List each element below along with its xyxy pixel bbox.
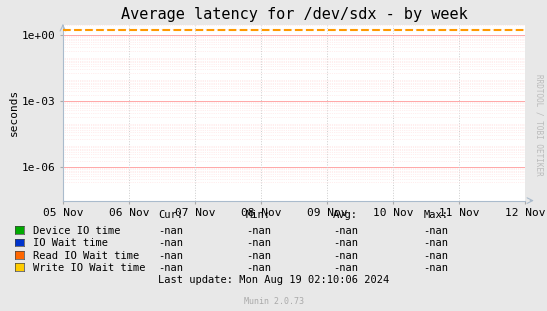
Text: -nan: -nan bbox=[246, 251, 271, 261]
Text: -nan: -nan bbox=[246, 238, 271, 248]
Text: -nan: -nan bbox=[246, 263, 271, 273]
Text: -nan: -nan bbox=[423, 263, 449, 273]
Text: -nan: -nan bbox=[423, 226, 449, 236]
Text: -nan: -nan bbox=[246, 226, 271, 236]
Text: -nan: -nan bbox=[158, 238, 183, 248]
Text: Avg:: Avg: bbox=[333, 210, 358, 220]
Text: -nan: -nan bbox=[333, 238, 358, 248]
Text: -nan: -nan bbox=[423, 251, 449, 261]
Text: Device IO time: Device IO time bbox=[33, 226, 120, 236]
Text: -nan: -nan bbox=[423, 238, 449, 248]
Text: -nan: -nan bbox=[158, 226, 183, 236]
Text: Cur:: Cur: bbox=[158, 210, 183, 220]
Text: Read IO Wait time: Read IO Wait time bbox=[33, 251, 139, 261]
Text: -nan: -nan bbox=[333, 263, 358, 273]
Text: -nan: -nan bbox=[333, 251, 358, 261]
Text: IO Wait time: IO Wait time bbox=[33, 238, 108, 248]
Text: -nan: -nan bbox=[158, 251, 183, 261]
Title: Average latency for /dev/sdx - by week: Average latency for /dev/sdx - by week bbox=[121, 7, 467, 22]
Text: -nan: -nan bbox=[333, 226, 358, 236]
Text: Write IO Wait time: Write IO Wait time bbox=[33, 263, 146, 273]
Text: RRDTOOL / TOBI OETIKER: RRDTOOL / TOBI OETIKER bbox=[534, 73, 543, 175]
Text: Last update: Mon Aug 19 02:10:06 2024: Last update: Mon Aug 19 02:10:06 2024 bbox=[158, 275, 389, 285]
Text: Min:: Min: bbox=[246, 210, 271, 220]
Text: Munin 2.0.73: Munin 2.0.73 bbox=[243, 297, 304, 306]
Text: Max:: Max: bbox=[423, 210, 449, 220]
Y-axis label: seconds: seconds bbox=[9, 89, 19, 136]
Text: -nan: -nan bbox=[158, 263, 183, 273]
